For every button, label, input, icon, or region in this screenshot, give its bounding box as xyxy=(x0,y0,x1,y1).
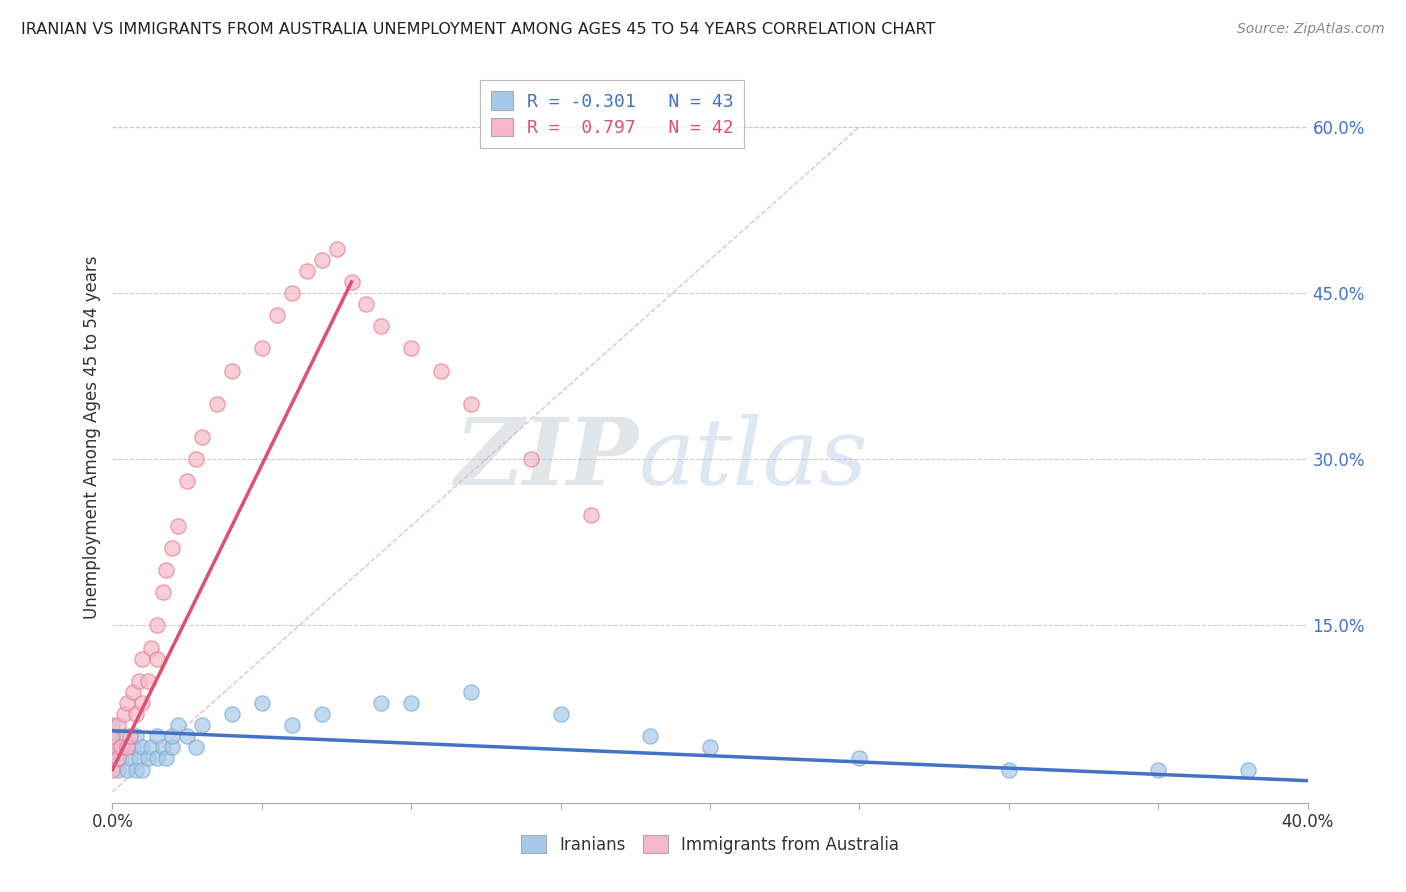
Point xyxy=(162,729,183,743)
Point xyxy=(114,707,135,722)
Point xyxy=(131,696,153,710)
Point xyxy=(146,651,169,665)
Point xyxy=(311,707,333,722)
Point xyxy=(401,342,423,356)
Point xyxy=(699,740,721,755)
Point xyxy=(325,242,347,256)
Point xyxy=(186,740,208,755)
Point xyxy=(460,685,482,699)
Point xyxy=(550,707,572,722)
Point xyxy=(162,541,183,555)
Point xyxy=(101,729,124,743)
Text: ZIP: ZIP xyxy=(454,414,638,504)
Point xyxy=(340,275,363,289)
Point xyxy=(152,585,174,599)
Point xyxy=(146,618,169,632)
Point xyxy=(356,297,378,311)
Point xyxy=(114,729,135,743)
Point xyxy=(401,696,423,710)
Point xyxy=(107,740,129,755)
Point xyxy=(125,707,148,722)
Point xyxy=(146,751,169,765)
Text: Source: ZipAtlas.com: Source: ZipAtlas.com xyxy=(1237,22,1385,37)
Point xyxy=(128,673,150,688)
Point xyxy=(186,452,208,467)
Point xyxy=(117,696,139,710)
Point xyxy=(138,751,160,765)
Point xyxy=(266,308,288,322)
Point xyxy=(122,740,145,755)
Point xyxy=(120,729,142,743)
Point xyxy=(640,729,662,743)
Point xyxy=(176,729,198,743)
Point xyxy=(221,363,243,377)
Point xyxy=(167,518,190,533)
Point xyxy=(110,740,132,755)
Point xyxy=(1147,763,1170,777)
Point xyxy=(117,740,139,755)
Point xyxy=(110,751,132,765)
Point xyxy=(107,718,129,732)
Point xyxy=(152,740,174,755)
Point xyxy=(167,718,190,732)
Point xyxy=(1237,763,1260,777)
Point xyxy=(191,718,214,732)
Point xyxy=(250,342,273,356)
Point xyxy=(131,763,153,777)
Text: IRANIAN VS IMMIGRANTS FROM AUSTRALIA UNEMPLOYMENT AMONG AGES 45 TO 54 YEARS CORR: IRANIAN VS IMMIGRANTS FROM AUSTRALIA UNE… xyxy=(21,22,935,37)
Point xyxy=(176,475,198,489)
Point xyxy=(117,763,139,777)
Point xyxy=(146,729,169,743)
Point xyxy=(120,751,142,765)
Point xyxy=(101,751,124,765)
Point xyxy=(460,397,482,411)
Point xyxy=(101,718,124,732)
Point xyxy=(107,751,129,765)
Point xyxy=(370,696,392,710)
Point xyxy=(295,264,318,278)
Point xyxy=(848,751,870,765)
Point xyxy=(122,685,145,699)
Point xyxy=(205,397,228,411)
Point xyxy=(191,430,214,444)
Point xyxy=(281,718,304,732)
Point xyxy=(107,763,129,777)
Point xyxy=(998,763,1021,777)
Point xyxy=(141,640,163,655)
Point xyxy=(370,319,392,334)
Point xyxy=(430,363,453,377)
Legend: Iranians, Immigrants from Australia: Iranians, Immigrants from Australia xyxy=(515,829,905,860)
Point xyxy=(101,763,124,777)
Point xyxy=(579,508,602,522)
Point xyxy=(520,452,543,467)
Point xyxy=(101,729,124,743)
Point xyxy=(155,563,177,577)
Point xyxy=(125,729,148,743)
Point xyxy=(250,696,273,710)
Point xyxy=(221,707,243,722)
Point xyxy=(128,751,150,765)
Point xyxy=(162,740,183,755)
Point xyxy=(131,651,153,665)
Text: atlas: atlas xyxy=(638,414,868,504)
Point xyxy=(311,252,333,267)
Point xyxy=(101,740,124,755)
Point xyxy=(138,673,160,688)
Point xyxy=(141,740,163,755)
Point xyxy=(281,285,304,300)
Point xyxy=(155,751,177,765)
Y-axis label: Unemployment Among Ages 45 to 54 years: Unemployment Among Ages 45 to 54 years xyxy=(83,255,101,619)
Point xyxy=(125,763,148,777)
Point xyxy=(117,740,139,755)
Point xyxy=(101,740,124,755)
Point xyxy=(131,740,153,755)
